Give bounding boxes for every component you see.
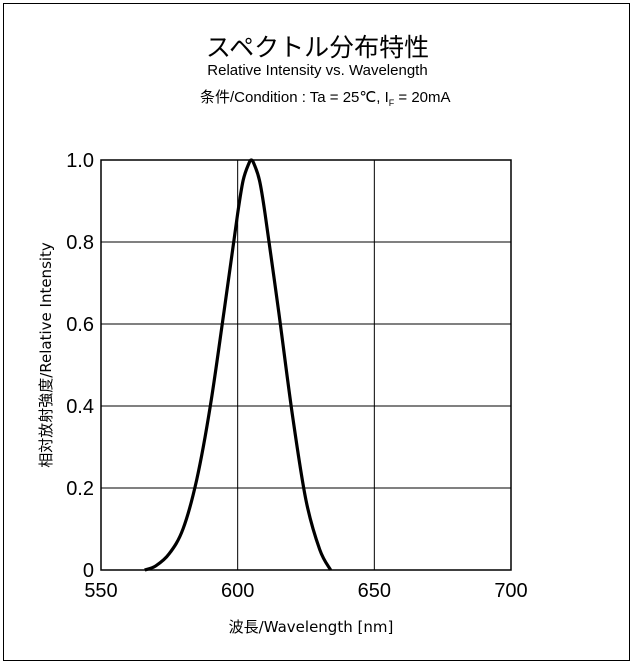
y-tick-label: 1.0 — [66, 150, 94, 172]
chart-title: スペクトル分布特性 — [205, 33, 430, 62]
y-tick-label: 0.2 — [66, 478, 94, 500]
grid-lines — [101, 160, 511, 570]
y-tick-label: 0 — [83, 560, 94, 582]
y-axis-label: 相対放射強度/Relative Intensity — [37, 242, 55, 468]
plot-area — [100, 159, 512, 571]
x-tick-labels: 550 600 650 700 — [84, 580, 527, 602]
condition-text: 条件/Condition : Ta = 25℃, I — [200, 89, 389, 106]
condition-subscript: F — [388, 98, 395, 108]
series-line — [144, 158, 333, 572]
chart-subtitle: Relative Intensity vs. Wavelength — [207, 62, 428, 79]
x-tick-label: 650 — [358, 580, 391, 602]
test-condition: 条件/Condition : Ta = 25℃, IF = 20mA — [200, 86, 451, 108]
chart-frame — [3, 3, 630, 661]
y-tick-label: 0.8 — [66, 232, 94, 254]
condition-suffix: = 20mA — [394, 89, 451, 106]
x-tick-label: 700 — [494, 580, 527, 602]
x-axis-label: 波長/Wavelength [nm] — [229, 618, 394, 636]
y-tick-label: 0.6 — [66, 314, 94, 336]
y-tick-label: 0.4 — [66, 396, 94, 418]
y-tick-labels: 0 0.2 0.4 0.6 0.8 1.0 — [66, 150, 94, 582]
x-tick-label: 600 — [221, 580, 254, 602]
x-tick-label: 550 — [84, 580, 117, 602]
